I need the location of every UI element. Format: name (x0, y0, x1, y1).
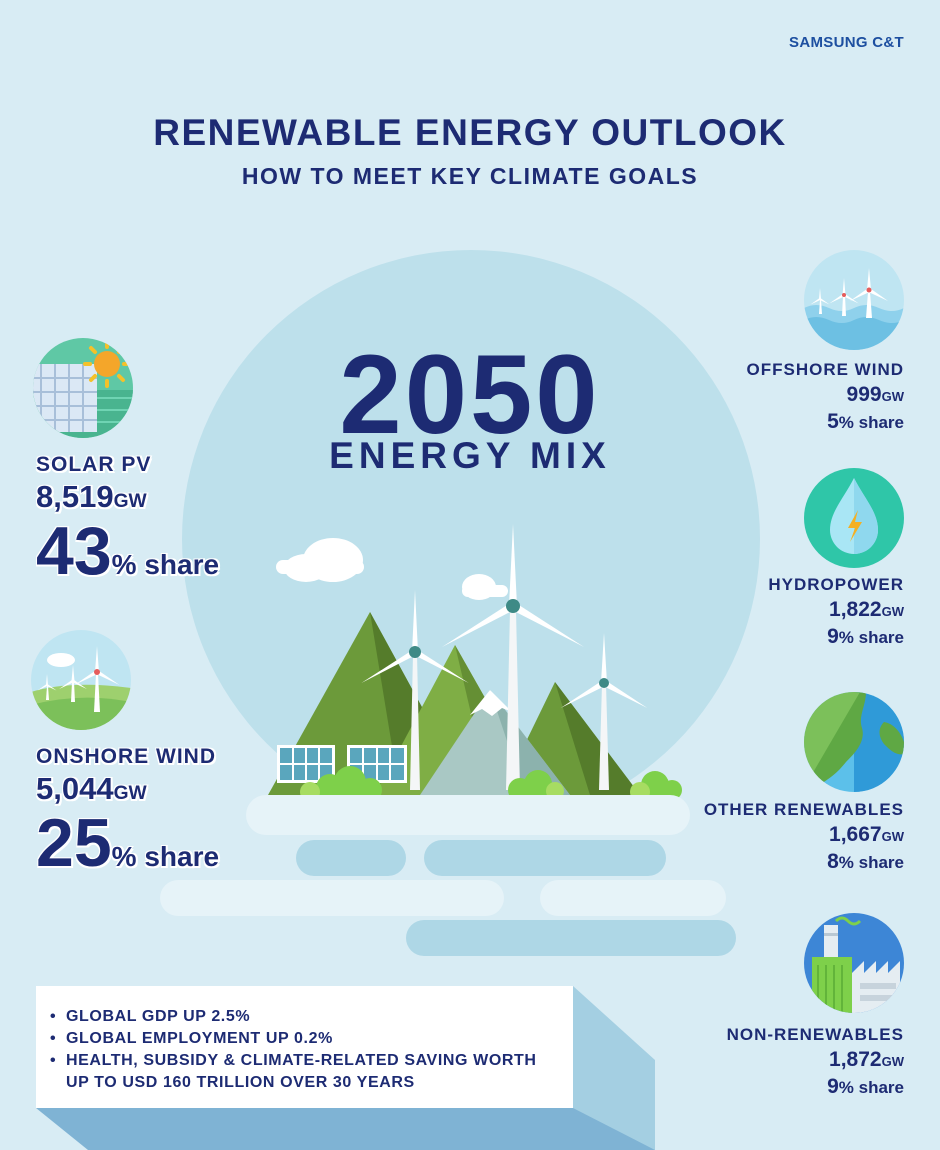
non-renewables-stat: NON-RENEWABLES 1,872GW 9% share (727, 1025, 904, 1099)
solar-stat: SOLAR PV 8,519GW 43% share (36, 453, 219, 585)
other-renewables-pct-label: % share (838, 853, 904, 872)
benefit-item-savings: HEALTH, SUBSIDY & CLIMATE-RELATED SAVING… (50, 1050, 559, 1094)
hydro-pct-label: % share (838, 628, 904, 647)
water-drop-icon (804, 468, 904, 568)
offshore-pct-label: % share (838, 413, 904, 432)
hydro-name: HYDROPOWER (768, 575, 904, 594)
page-subtitle: HOW TO MEET KEY CLIMATE GOALS (241, 163, 699, 189)
other-renewables-share: 8% share (704, 850, 904, 874)
solar-pct: 43 (36, 513, 112, 589)
wind-turbine-icon (441, 524, 585, 790)
non-renewables-pct-label: % share (838, 1078, 904, 1097)
page-title: RENEWABLE ENERGY OUTLOOK (153, 112, 787, 153)
hydro-gw: 1,822GW (829, 598, 904, 621)
onshore-pct-label: % share (111, 841, 220, 872)
solar-pct-label: % share (111, 549, 220, 580)
offshore-stat: OFFSHORE WIND 999GW 5% share (747, 360, 905, 434)
hydro-stat: HYDROPOWER 1,822GW 9% share (768, 575, 904, 649)
solar-panel-icon (33, 338, 133, 438)
wind-turbine-icon (361, 590, 469, 790)
center-year: 2050 (339, 332, 601, 457)
onshore-share: 25% share (36, 809, 219, 877)
non-renewables-share: 9% share (727, 1075, 904, 1099)
ground-cloud-icon (160, 795, 736, 956)
other-renewables-stat: OTHER RENEWABLES 1,667GW 8% share (704, 800, 904, 874)
hydro-pct: 9 (827, 625, 839, 648)
other-renewables-pct: 8 (827, 850, 839, 873)
onshore-pct: 25 (36, 805, 112, 881)
center-label: ENERGY MIX (329, 435, 611, 476)
benefit-item-gdp: GLOBAL GDP UP 2.5% (50, 1006, 559, 1028)
onshore-stat: ONSHORE WIND 5,044GW 25% share (36, 745, 219, 877)
wind-turbine-icon (560, 633, 648, 790)
onshore-wind-icon (31, 630, 131, 730)
non-renewables-pct: 9 (827, 1075, 839, 1098)
solar-gw: 8,519GW (36, 479, 147, 514)
offshore-share: 5% share (747, 410, 904, 434)
globe-icon (804, 692, 904, 792)
onshore-gw: 5,044GW (36, 771, 147, 806)
offshore-gw: 999GW (846, 383, 904, 406)
solar-share: 43% share (36, 517, 219, 585)
hydro-gw-unit: GW (881, 604, 904, 619)
non-renewables-gw: 1,872GW (829, 1048, 904, 1071)
factory-icon (804, 913, 904, 1013)
non-renewables-name: NON-RENEWABLES (726, 1025, 904, 1044)
brand-logo: SAMSUNG C&T (789, 34, 904, 51)
benefit-item-employment: GLOBAL EMPLOYMENT UP 0.2% (50, 1028, 559, 1050)
benefits-box: GLOBAL GDP UP 2.5% GLOBAL EMPLOYMENT UP … (36, 986, 573, 1108)
other-renewables-name: OTHER RENEWABLES (703, 800, 904, 819)
other-renewables-gw-unit: GW (881, 829, 904, 844)
other-renewables-gw: 1,667GW (829, 823, 904, 846)
non-renewables-gw-unit: GW (881, 1054, 904, 1069)
offshore-wind-icon (804, 250, 904, 350)
hydro-share: 9% share (768, 625, 904, 649)
solar-gw-unit: GW (113, 491, 147, 512)
offshore-name: OFFSHORE WIND (746, 360, 904, 379)
cloud-icon (462, 574, 508, 600)
solar-name: SOLAR PV (36, 453, 152, 476)
offshore-gw-unit: GW (881, 389, 904, 404)
onshore-name: ONSHORE WIND (36, 745, 216, 768)
offshore-pct: 5 (827, 410, 839, 433)
cloud-icon (276, 538, 364, 582)
onshore-gw-unit: GW (113, 783, 147, 804)
